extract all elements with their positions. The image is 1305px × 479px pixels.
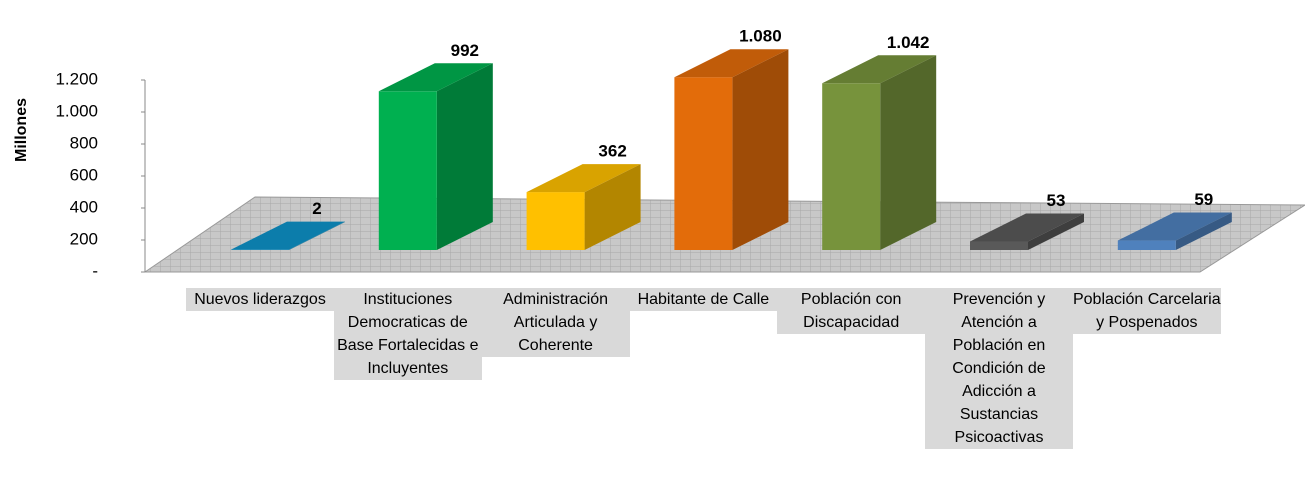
bar-front	[1117, 240, 1176, 250]
x-tick-label: Población con Discapacidad	[777, 288, 926, 334]
y-tick-label: 400	[70, 197, 98, 216]
bar-side	[289, 221, 345, 250]
bar-side	[732, 49, 789, 251]
value-label: 2	[312, 199, 321, 218]
x-tick-label: Población Carcelaria y Pospenados	[1072, 288, 1221, 334]
x-tick-label: Administración Articulada y Coherente	[481, 288, 630, 357]
bar-side	[436, 63, 493, 250]
bar-top	[526, 164, 641, 193]
value-label: 53	[1047, 191, 1066, 210]
bar-top	[378, 63, 493, 92]
x-tick-label: Instituciones Democraticas de Base Forta…	[333, 288, 482, 380]
bar-top	[1117, 212, 1232, 241]
y-tick-label: 200	[70, 229, 98, 248]
value-label: 1.080	[739, 27, 782, 46]
bar-side	[1028, 213, 1084, 250]
bar-front	[526, 192, 585, 250]
y-tick-label: 1.000	[55, 101, 98, 120]
bar-side	[584, 164, 641, 250]
y-tick-label: 800	[70, 133, 98, 152]
x-tick-label: Prevención y Atención a Población en Con…	[925, 288, 1073, 449]
x-tick-label: Nuevos liderazgos	[186, 288, 334, 311]
bar-front	[822, 83, 881, 250]
value-label: 59	[1194, 190, 1213, 209]
value-label: 992	[451, 41, 479, 60]
value-label: 362	[598, 142, 626, 161]
bar-top	[674, 49, 789, 78]
y-axis-title: Millones	[13, 98, 30, 162]
y-tick-label: 1.200	[55, 69, 98, 88]
bar-top	[970, 213, 1084, 242]
bar-side	[1175, 212, 1232, 250]
bar-front	[378, 91, 437, 250]
bar-top	[822, 55, 937, 84]
y-tick-label: 600	[70, 165, 98, 184]
x-tick-label: Habitante de Calle	[629, 288, 778, 311]
bar-front	[970, 241, 1028, 250]
value-label: 1.042	[887, 33, 930, 52]
bar-side	[880, 55, 937, 250]
bar-top	[231, 221, 345, 250]
bar-front	[674, 77, 733, 250]
y-tick-label: -	[92, 261, 98, 280]
